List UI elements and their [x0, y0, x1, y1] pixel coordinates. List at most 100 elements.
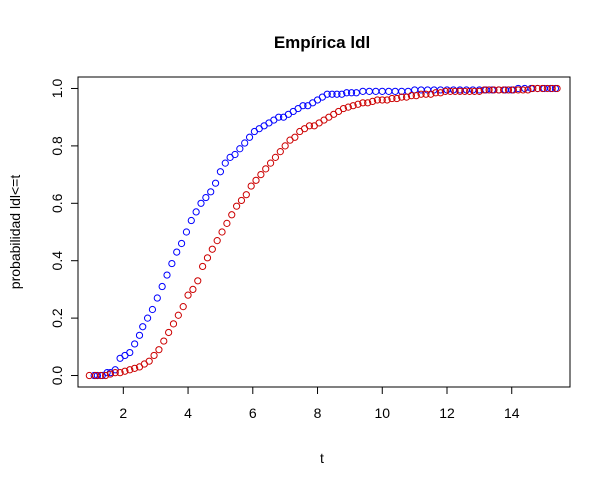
series-2-point: [184, 291, 192, 299]
series-2-point: [553, 84, 561, 93]
series-2-point: [412, 92, 420, 100]
series-1-point: [241, 139, 249, 147]
series-2-point: [199, 262, 207, 271]
series-2-point: [509, 86, 517, 94]
series-2-point: [106, 370, 114, 378]
series-1-point: [139, 323, 147, 331]
series-1-point: [126, 348, 134, 357]
series-1-point: [135, 331, 144, 339]
series-2-point: [543, 84, 551, 93]
series-2-point: [101, 371, 110, 380]
y-tick-label: 0.4: [49, 251, 65, 271]
series-2-point: [383, 96, 391, 104]
series-1-point: [143, 314, 152, 322]
series-2-point: [169, 320, 178, 328]
series-2-point: [252, 176, 260, 184]
series-2-point: [257, 170, 265, 179]
series-1-point: [245, 133, 254, 141]
series-2-point: [276, 148, 284, 156]
series-2-point: [436, 89, 445, 97]
series-2-point: [165, 328, 173, 337]
series-2-point: [475, 87, 483, 95]
series-1-point: [192, 208, 200, 216]
x-tick-label: 10: [374, 405, 390, 421]
series-2-point: [466, 87, 474, 95]
series-2-point: [485, 86, 493, 94]
series-1-point: [338, 90, 346, 98]
series-1-point: [359, 87, 367, 95]
series-2-point: [378, 96, 386, 104]
series-2-point: [548, 84, 556, 93]
series-2-point: [111, 369, 119, 377]
y-axis: 0.0 0.2 0.4 0.6 0.8 1.0: [49, 79, 79, 385]
series-2-point: [441, 87, 449, 95]
series-2-point: [456, 87, 464, 95]
series-1-point: [343, 89, 351, 97]
series-2-point: [194, 277, 202, 285]
series-2-point: [417, 90, 425, 98]
series-2-point: [524, 86, 532, 94]
x-axis: 2 4 6 8 10 12 14: [119, 386, 520, 421]
series-2-point: [373, 96, 382, 104]
series-1-point: [378, 87, 386, 95]
series-1-point: [385, 87, 393, 95]
series-1-point: [177, 239, 186, 248]
series-1-point: [404, 87, 412, 95]
series-1-point: [163, 271, 171, 279]
series-2-point: [203, 254, 212, 262]
series-1-point: [391, 87, 399, 95]
series-2-point: [368, 97, 377, 105]
series-2-point: [388, 94, 396, 103]
series-1-point: [275, 113, 283, 121]
y-tick-label: 1.0: [49, 79, 65, 99]
series-2-point: [131, 364, 139, 372]
series-2-point: [514, 86, 522, 94]
x-tick-label: 14: [504, 405, 520, 421]
series-2-point: [208, 245, 216, 253]
series-2-point: [470, 87, 479, 95]
x-axis-label: t: [320, 450, 324, 466]
series-2-point: [354, 100, 362, 108]
series-2-point: [291, 133, 299, 141]
series-1-point: [231, 150, 239, 159]
series-1-point: [236, 145, 244, 153]
series-2-point: [402, 93, 411, 101]
series-1-point: [182, 228, 191, 236]
series-2-point: [189, 285, 197, 294]
series-1-point: [328, 90, 336, 98]
series-1-point: [221, 159, 229, 167]
series-2-point: [432, 89, 440, 97]
series-2-point: [398, 93, 406, 101]
series-1-point: [211, 179, 220, 187]
series-1-point: [153, 294, 161, 302]
series-2-point: [519, 86, 527, 94]
series-1-point: [148, 305, 157, 314]
series-1-point: [352, 89, 360, 97]
series-2-point: [495, 86, 503, 94]
series-1-point: [131, 340, 139, 348]
series-1-point: [299, 102, 307, 110]
series-2-point: [237, 196, 246, 205]
series-2-point: [126, 366, 134, 374]
series-2-point: [393, 94, 401, 103]
y-tick-label: 0.8: [49, 136, 65, 156]
series-1-point: [207, 188, 215, 196]
x-tick-label: 4: [184, 405, 192, 421]
y-tick-label: 0.6: [49, 193, 65, 213]
series-2-point: [344, 103, 352, 111]
series-1-point: [323, 90, 331, 98]
series-2-point: [121, 367, 129, 375]
series-2-point: [427, 90, 435, 98]
series-2-point: [155, 346, 163, 354]
series-2-point: [461, 87, 469, 95]
series-1-point: [168, 259, 176, 268]
series-1-point: [197, 199, 205, 207]
x-tick-label: 2: [119, 405, 127, 421]
series-2-point: [422, 90, 430, 98]
series-2-point: [97, 371, 105, 380]
series-1-point: [372, 87, 380, 95]
series-2-point: [174, 311, 182, 319]
series-2-point: [359, 99, 367, 107]
series-2-point: [262, 165, 270, 173]
